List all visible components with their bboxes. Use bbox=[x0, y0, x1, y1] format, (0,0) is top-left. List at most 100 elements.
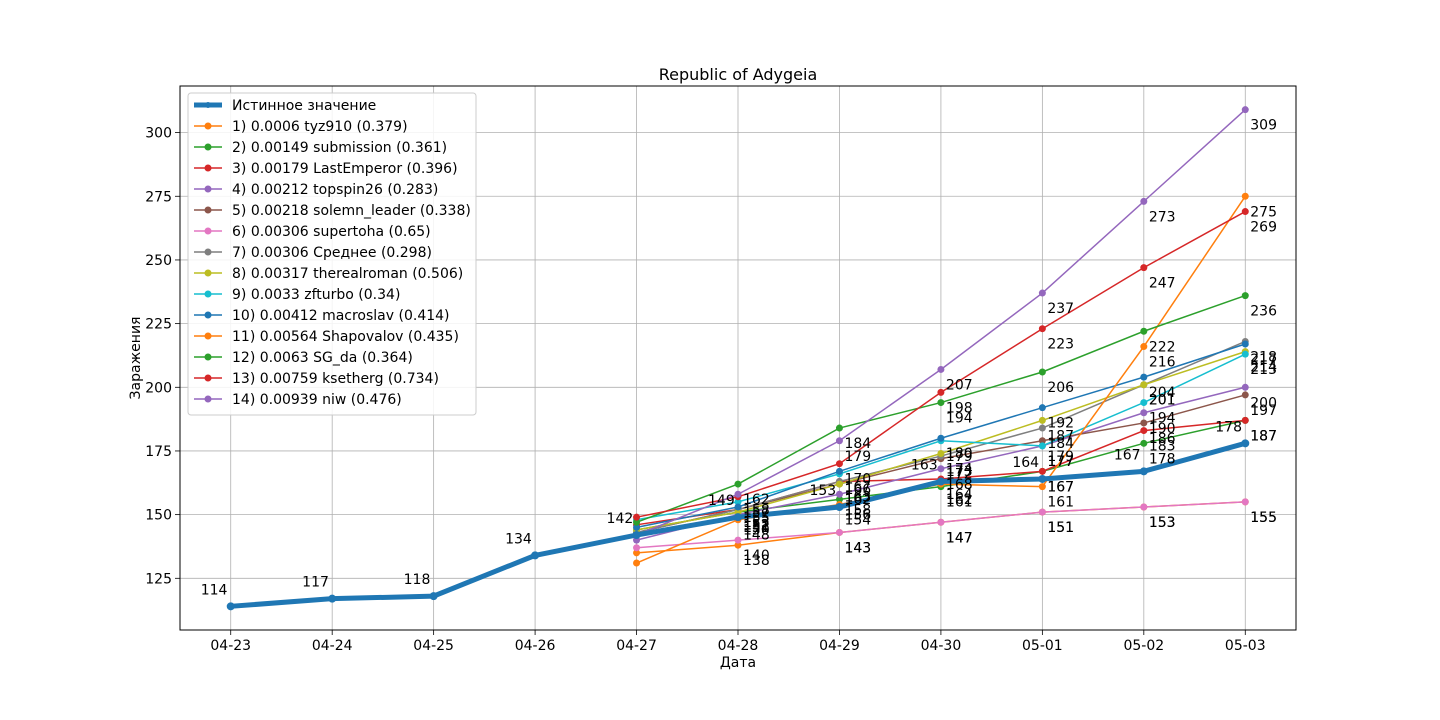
x-tick-label: 05-02 bbox=[1123, 638, 1164, 654]
series-point bbox=[633, 513, 641, 521]
series-point bbox=[1038, 442, 1046, 450]
x-tick-label: 05-03 bbox=[1225, 638, 1266, 654]
legend-swatch-marker bbox=[204, 248, 212, 256]
series-point bbox=[734, 480, 742, 488]
x-tick-label: 04-28 bbox=[718, 638, 759, 654]
true-value-label: 117 bbox=[302, 575, 329, 591]
data-label: 162 bbox=[743, 492, 770, 508]
data-label: 213 bbox=[1250, 362, 1277, 378]
data-label: 153 bbox=[743, 515, 770, 531]
data-label: 154 bbox=[844, 512, 871, 528]
series-point bbox=[1140, 409, 1148, 417]
data-label: 275 bbox=[1250, 204, 1277, 220]
data-label: 156 bbox=[844, 507, 871, 523]
series-point bbox=[937, 434, 945, 442]
x-tick-label: 04-23 bbox=[210, 638, 251, 654]
data-label: 173 bbox=[946, 464, 973, 480]
x-tick-label: 04-25 bbox=[413, 638, 454, 654]
data-label: 170 bbox=[844, 472, 871, 488]
y-tick-label: 200 bbox=[145, 380, 172, 396]
x-tick-label: 04-30 bbox=[921, 638, 962, 654]
data-label: 167 bbox=[844, 479, 871, 495]
data-label: 152 bbox=[743, 518, 770, 534]
true-value-point bbox=[531, 551, 540, 560]
legend-swatch-marker bbox=[204, 185, 212, 193]
y-axis-label: Заражения bbox=[128, 317, 144, 400]
data-label: 177 bbox=[1047, 454, 1074, 470]
series-point bbox=[734, 503, 742, 511]
legend-box bbox=[187, 92, 477, 416]
series-point bbox=[1140, 264, 1148, 272]
data-label: 180 bbox=[946, 446, 973, 462]
data-label: 236 bbox=[1250, 304, 1277, 320]
true-value-point bbox=[1038, 474, 1047, 483]
data-label: 168 bbox=[946, 477, 973, 493]
series-point bbox=[633, 549, 641, 557]
series-point bbox=[1140, 419, 1148, 427]
series-point bbox=[1038, 424, 1046, 432]
legend-swatch-marker bbox=[204, 353, 212, 361]
data-label: 150 bbox=[743, 523, 770, 539]
data-label: 192 bbox=[1047, 416, 1074, 432]
series-point bbox=[937, 450, 945, 458]
data-label: 166 bbox=[844, 482, 871, 498]
data-label: 187 bbox=[1250, 428, 1277, 444]
legend-entry-label: 3) 0.00179 LastEmperor (0.396) bbox=[232, 161, 458, 177]
data-label: 179 bbox=[844, 449, 871, 465]
data-label: 218 bbox=[1250, 349, 1277, 365]
legend-entry-label: 14) 0.00939 niw (0.476) bbox=[232, 392, 402, 408]
data-label: 179 bbox=[1047, 449, 1074, 465]
data-label: 201 bbox=[1149, 393, 1176, 409]
data-label: 167 bbox=[1047, 479, 1074, 495]
series-point bbox=[1241, 416, 1249, 424]
series-point bbox=[633, 523, 641, 531]
legend-swatch-marker bbox=[204, 164, 212, 172]
true-value-label: 164 bbox=[1012, 455, 1039, 471]
series-point bbox=[1140, 343, 1148, 351]
data-label: 172 bbox=[946, 467, 973, 483]
series-point bbox=[1038, 289, 1046, 297]
data-label: 147 bbox=[946, 530, 973, 546]
series-point bbox=[835, 424, 843, 432]
data-label: 158 bbox=[844, 502, 871, 518]
data-label: 155 bbox=[1250, 510, 1277, 526]
x-axis-label: Дата bbox=[720, 655, 756, 671]
true-value-point bbox=[328, 594, 337, 603]
x-tick-label: 04-24 bbox=[312, 638, 353, 654]
legend-entry-label: 8) 0.00317 therealroman (0.506) bbox=[232, 266, 463, 282]
legend-entry-label: 7) 0.00306 Среднее (0.298) bbox=[232, 245, 432, 261]
series-point bbox=[1140, 503, 1148, 511]
data-label: 162 bbox=[946, 492, 973, 508]
true-value-point bbox=[734, 513, 742, 522]
legend-entry-label: 13) 0.00759 ksetherg (0.734) bbox=[232, 371, 439, 387]
series-point bbox=[1241, 106, 1249, 114]
y-tick-label: 150 bbox=[145, 508, 172, 524]
series-point bbox=[1140, 381, 1148, 389]
true-value-label: 118 bbox=[404, 572, 431, 588]
legend: Истинное значение 1) 0.0006 tyz910 (0.379… bbox=[187, 92, 477, 416]
data-label: 200 bbox=[1250, 395, 1277, 411]
data-label: 163 bbox=[844, 490, 871, 506]
series-point bbox=[1140, 439, 1148, 447]
series-point bbox=[1140, 197, 1148, 205]
true-value-label: 167 bbox=[1114, 447, 1141, 463]
legend-swatch-marker bbox=[204, 206, 212, 214]
data-label: 186 bbox=[1149, 431, 1176, 447]
y-tick-label: 300 bbox=[145, 126, 172, 142]
true-value-point bbox=[1139, 467, 1148, 476]
true-value-point bbox=[429, 592, 438, 601]
true-value-point bbox=[1241, 439, 1250, 448]
true-value-label: 153 bbox=[809, 483, 836, 499]
data-label: 187 bbox=[1047, 428, 1074, 444]
data-label: 187 bbox=[1250, 428, 1277, 444]
data-label: 155 bbox=[1250, 510, 1277, 526]
data-label: 164 bbox=[946, 487, 973, 503]
true-value-label: 114 bbox=[201, 582, 228, 598]
true-value-line bbox=[226, 439, 1250, 611]
legend-swatch-marker bbox=[204, 143, 212, 151]
true-value-label: 134 bbox=[505, 531, 532, 547]
series-point bbox=[734, 541, 742, 549]
data-label: 247 bbox=[1149, 276, 1176, 292]
series-point bbox=[937, 465, 945, 473]
data-label: 222 bbox=[1149, 339, 1176, 355]
